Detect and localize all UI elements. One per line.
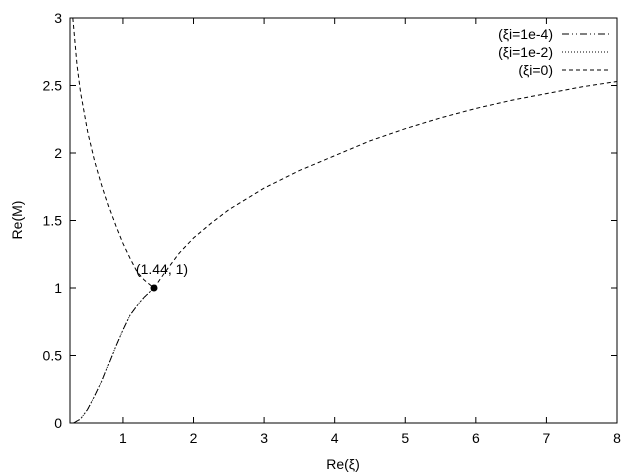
x-tick-label: 3 [260,430,268,446]
series-line-1 [73,287,155,424]
axis-ticks: 1 2 3 4 5 6 7 8 0 0.5 1 1.5 2 2.5 3 [43,10,622,446]
x-tick-label: 4 [331,430,339,446]
y-tick-label: 3 [54,10,62,26]
y-tick-label: 0 [54,415,62,431]
annotations: (1.44, 1) [136,261,188,292]
x-tick-label: 7 [543,430,551,446]
plot-frame [69,17,618,424]
x-tick-label: 8 [613,430,621,446]
legend-label: (ξi=1e-2) [498,44,553,60]
series-lines [72,17,618,424]
annotation-point [150,284,158,292]
y-tick-label: 1.5 [43,213,63,229]
legend-label: (ξi=1e-4) [498,26,553,42]
legend-label: (ξi=0) [518,62,553,78]
y-tick-label: 1 [54,280,62,296]
series-line-2 [73,287,155,424]
x-tick-label: 2 [190,430,198,446]
y-axis-label: Re(M) [9,201,25,240]
y-tick-label: 2 [54,145,62,161]
x-tick-label: 1 [119,430,127,446]
legend: (ξi=1e-4) (ξi=1e-2) (ξi=0) [498,26,610,78]
annotation-label: (1.44, 1) [136,261,188,277]
x-axis-label: Re(ξ) [326,456,360,472]
x-tick-label: 6 [472,430,480,446]
y-tick-label: 0.5 [43,348,63,364]
x-tick-label: 5 [401,430,409,446]
y-tick-label: 2.5 [43,78,63,94]
